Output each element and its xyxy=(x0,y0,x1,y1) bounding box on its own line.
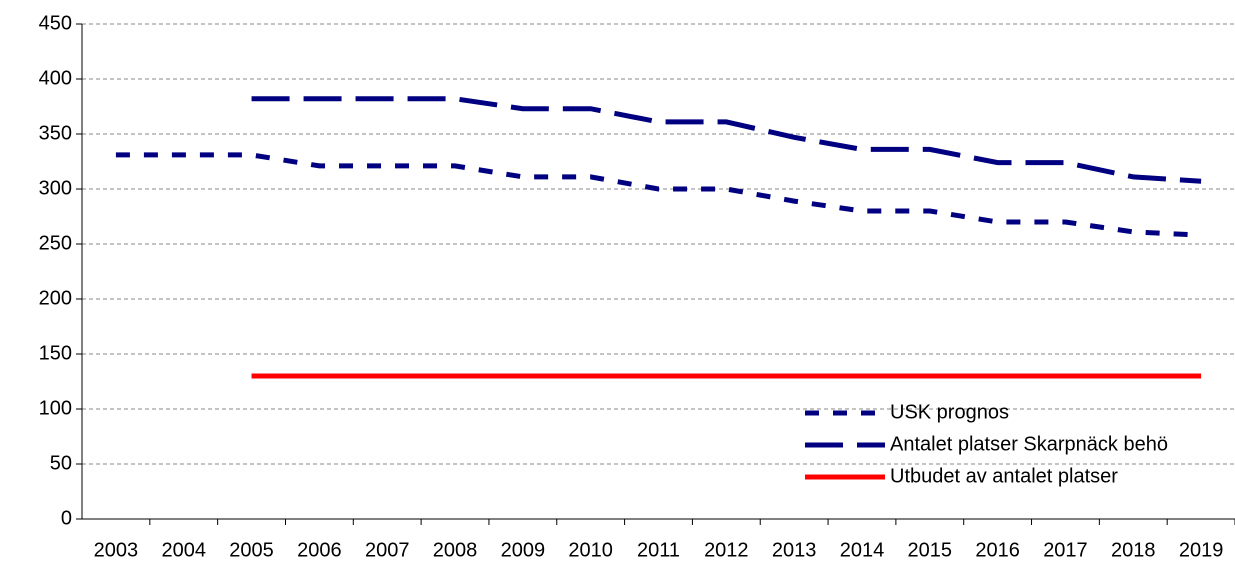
y-tick-label: 50 xyxy=(50,452,72,474)
x-tick-label: 2010 xyxy=(568,539,613,561)
y-tick-label: 350 xyxy=(39,122,72,144)
x-tick-label: 2016 xyxy=(975,539,1020,561)
x-tick-label: 2013 xyxy=(772,539,817,561)
x-tick-label: 2019 xyxy=(1179,539,1224,561)
x-tick-label: 2015 xyxy=(908,539,953,561)
x-tick-label: 2008 xyxy=(433,539,478,561)
y-tick-label: 100 xyxy=(39,397,72,419)
x-tick-label: 2017 xyxy=(1043,539,1088,561)
y-tick-label: 0 xyxy=(61,507,72,529)
x-tick-label: 2003 xyxy=(94,539,139,561)
x-tick-label: 2011 xyxy=(637,539,680,561)
x-tick-label: 2006 xyxy=(297,539,342,561)
legend-label: USK prognos xyxy=(890,401,1009,423)
x-tick-label: 2012 xyxy=(704,539,749,561)
x-tick-label: 2004 xyxy=(161,539,206,561)
y-tick-label: 200 xyxy=(39,287,72,309)
x-tick-label: 2009 xyxy=(501,539,546,561)
line-series xyxy=(251,96,1202,184)
legend-label: Antalet platser Skarpnäck behö xyxy=(890,433,1168,455)
x-tick-label: 2005 xyxy=(229,539,274,561)
y-tick-label: 150 xyxy=(39,342,72,364)
y-tick-label: 250 xyxy=(39,232,72,254)
y-tick-label: 450 xyxy=(39,12,72,34)
y-tick-label: 400 xyxy=(39,67,72,89)
legend-label: Utbudet av antalet platser xyxy=(890,465,1118,487)
line-series xyxy=(115,152,1202,238)
x-tick-label: 2018 xyxy=(1111,539,1156,561)
y-tick-label: 300 xyxy=(39,177,72,199)
x-tick-label: 2014 xyxy=(840,539,885,561)
x-tick-label: 2007 xyxy=(365,539,410,561)
